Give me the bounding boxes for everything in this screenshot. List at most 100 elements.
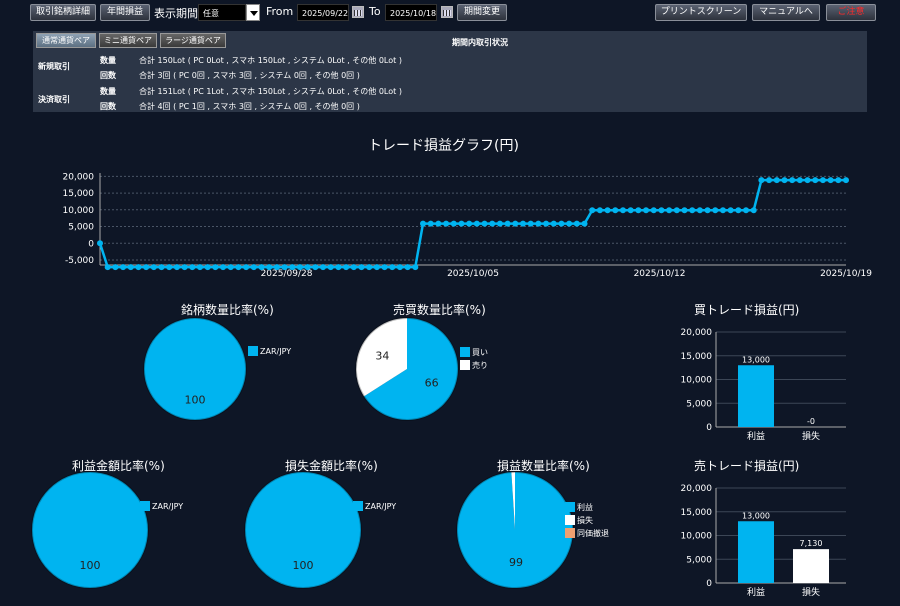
pie-loss-amount: 100 [244,471,362,589]
pnl-point [420,220,427,227]
bar-value-label: 13,000 [742,511,770,520]
pie-value-label: 66 [425,377,439,390]
pnl-point [827,177,834,184]
legend-swatch [565,515,575,525]
legend-swatch [460,347,470,357]
pnl-point [635,207,642,214]
tab-standard-pairs[interactable]: 通常通貨ペア [36,33,96,48]
pie-pnl-qty-title: 損益数量比率(%) [497,459,590,473]
bar-value-label: 7,130 [800,539,823,548]
pnl-point [204,264,211,271]
new-trade-label: 新規取引 [38,62,70,71]
pie-pnl-qty: 99 [456,471,574,589]
pnl-point [804,177,811,184]
pie-slice [356,318,407,397]
from-label: From [266,5,294,18]
pnl-point [581,220,588,227]
pnl-point [689,207,696,214]
legend-symbol-qty: ZAR/JPY [248,346,291,356]
summary-header: 期間内取引状況 [452,38,508,47]
pnl-point [743,207,750,214]
calendar-icon[interactable] [352,6,364,18]
manual-button[interactable]: マニュアルへ [752,4,820,21]
pnl-point [327,264,334,271]
pnl-point [704,207,711,214]
pie-loss-amount-title: 損失金額比率(%) [285,459,378,473]
pie-slice [363,318,458,420]
pnl-point [143,264,150,271]
pnl-point [658,207,665,214]
pnl-point [181,264,188,271]
pie-slice [144,318,246,420]
y-tick-label: 15,000 [681,508,713,518]
pie-buysell-qty-title: 売買数量比率(%) [393,303,486,317]
pnl-point [304,264,311,271]
bar-value-label: -0 [807,417,815,426]
pnl-point [273,264,280,271]
pnl-point [819,177,826,184]
x-category-label: 利益 [747,586,765,598]
pnl-point [320,264,327,271]
calendar-icon[interactable] [441,6,453,18]
chevron-down-icon[interactable] [246,4,260,21]
pnl-point [619,207,626,214]
close-button[interactable]: ご注意 [826,4,876,21]
tab-mini-pairs[interactable]: ミニ通貨ペア [99,33,157,48]
pnl-point [166,264,173,271]
pnl-line-chart: 20,000 15,000 10,000 5,000 0 -5,000 2025/09/28… [63,172,873,279]
legend-loss-amount: ZAR/JPY [353,501,396,511]
trade-detail-button[interactable]: 取引銘柄詳細 [30,4,96,21]
pnl-point [173,264,180,271]
pnl-point [296,264,303,271]
pnl-point [258,264,265,271]
change-period-button[interactable]: 期間変更 [457,4,507,21]
pnl-point [573,220,580,227]
pnl-point [404,264,411,271]
pnl-point [473,220,480,227]
tab-large-pairs[interactable]: ラージ通貨ペア [160,33,226,48]
pnl-point [766,177,773,184]
y-tick-label: 10,000 [681,532,713,542]
pnl-point [412,264,419,271]
pnl-point [727,207,734,214]
y-tick-label: 15,000 [681,352,713,362]
x-tick-label: 2025/10/05 [447,269,499,279]
legend-swatch [353,501,363,511]
pnl-point [212,264,219,271]
pnl-point [596,207,603,214]
from-date-input[interactable]: 2025/09/22 [297,4,349,21]
new-count-value: 合計 3回 ( PC 0回 , スマホ 3回 , システム 0回 , その他 0… [139,71,360,80]
y-tick-label: 0 [706,423,712,433]
annual-pnl-button[interactable]: 年間損益 [100,4,150,21]
pnl-line-chart-title: トレード損益グラフ(円) [368,138,519,154]
pnl-point [358,264,365,271]
pnl-point [735,207,742,214]
pie-value-label: 34 [375,349,389,362]
x-tick-label: 2025/09/28 [261,269,313,279]
pnl-point [481,220,488,227]
to-date-input[interactable]: 2025/10/18 [385,4,437,21]
legend-profit-amount: ZAR/JPY [140,501,183,511]
pnl-point [227,264,234,271]
x-category-label: 利益 [747,430,765,442]
pie-outline [355,317,459,421]
pnl-point [443,220,450,227]
pnl-point [750,207,757,214]
pnl-point [266,264,273,271]
y-tick-label: 10,000 [63,206,95,216]
period-select[interactable]: 任意 [198,4,246,21]
bar-buy-pnl-title: 買トレード損益(円) [694,303,800,317]
y-tick-label: 5,000 [68,223,94,233]
legend-swatch [565,528,575,538]
pnl-point [566,220,573,227]
legend-label: ZAR/JPY [365,502,397,511]
pnl-point [281,264,288,271]
settle-qty-value: 合計 151Lot ( PC 1Lot , スマホ 150Lot , システム … [139,87,402,96]
pnl-point [381,264,388,271]
legend-pnl-qty: 利益 損失 同価撤退 [565,501,609,540]
pie-symbol-qty: 100 [143,317,247,421]
pnl-point [135,264,142,271]
pie-profit-amount-title: 利益金額比率(%) [72,459,165,473]
pnl-point [696,207,703,214]
print-screen-button[interactable]: プリントスクリーン [655,4,747,21]
